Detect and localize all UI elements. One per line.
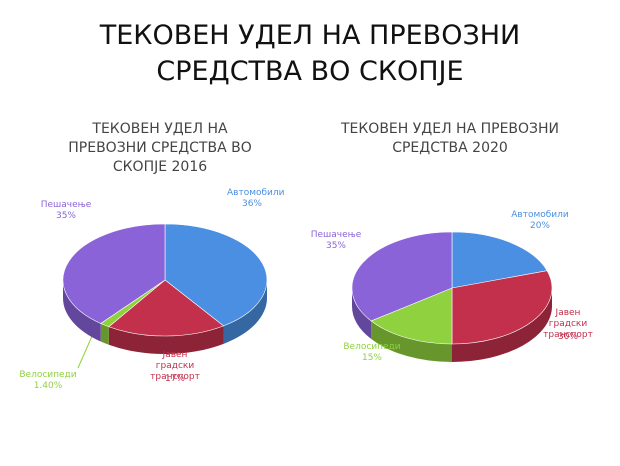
pie-slice [451,270,553,345]
pie-side [108,325,224,355]
slice-label: Автомобили [511,210,569,220]
pie-side [100,323,109,345]
chart-title: ТЕКОВЕН УДЕЛ НА ПРЕВОЗНИ СРЕДСТВА 2020 [340,121,560,156]
slice-label: Јавен градски транспорт [543,308,593,340]
slice-value: 20% [529,221,550,231]
chart-title: ТЕКОВЕН УДЕЛ НА ПРЕВОЗНИ СРЕДСТВА ВО СКО… [68,121,252,175]
pie-slice [451,231,548,289]
slice-label: Велосипеди [19,370,77,380]
pie-slice [108,279,225,337]
pie-slice [370,287,453,345]
slice-value: 15% [361,353,382,363]
slice-label: Пешачење [40,200,92,210]
slice-value: 35% [325,241,346,251]
pie-side [452,288,552,362]
pie-slice [62,223,166,324]
slice-value: 35% [55,211,76,221]
pie-side [371,320,452,362]
pie-slice [164,223,268,327]
slice-label: Велосипеди [343,342,401,352]
slice-label: Пешачење [310,230,362,240]
slice-label: Јавен градски транспорт [150,350,200,382]
slice-value: 36% [241,199,262,209]
slice-value: 17% [164,374,185,384]
pie-side [63,280,101,342]
slice-value: 1.40% [33,381,63,391]
pie-side [223,280,267,344]
pie-side [352,288,372,339]
slice-label: Автомобили [227,188,285,198]
main-title: ТЕКОВЕН УДЕЛ НА ПРЕВОЗНИ СРЕДСТВА ВО СКО… [99,20,521,87]
pie-slice [351,231,453,322]
slice-value: 30% [557,332,578,342]
